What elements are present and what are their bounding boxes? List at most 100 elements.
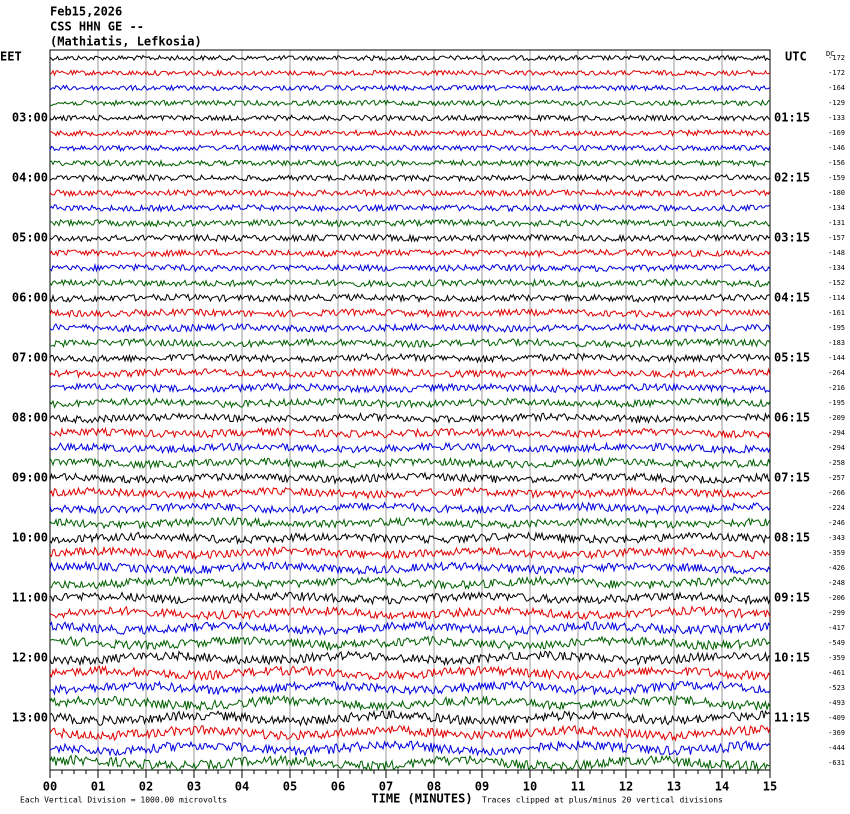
trace	[49, 173, 771, 183]
scale-note: Each Vertical Division = 1000.00 microvo…	[20, 796, 227, 805]
x-tick-label: 06	[331, 780, 345, 794]
dc-value: -258	[828, 459, 845, 467]
dc-value: -161	[828, 309, 845, 317]
dc-value: -134	[828, 264, 845, 272]
dc-value: -133	[828, 114, 845, 122]
title-line: (Mathiatis, Lefkosia)	[50, 35, 202, 49]
trace	[49, 382, 771, 395]
dc-value: -144	[828, 354, 845, 362]
trace	[49, 694, 771, 712]
right-time-label: 01:15	[774, 111, 810, 125]
trace	[49, 54, 771, 62]
right-time-label: 05:15	[774, 351, 810, 365]
x-tick-label: 04	[235, 780, 249, 794]
trace	[49, 441, 771, 455]
dc-value: -523	[828, 684, 845, 692]
dc-value: -359	[828, 549, 845, 557]
clip-note: Traces clipped at plus/minus 20 vertical…	[482, 796, 723, 805]
trace	[49, 262, 771, 273]
dc-value: -409	[828, 714, 845, 722]
right-time-label: 02:15	[774, 171, 810, 185]
left-time-label: 10:00	[12, 531, 48, 545]
dc-value: -183	[828, 339, 845, 347]
trace	[49, 486, 771, 500]
trace	[49, 456, 771, 470]
trace	[49, 724, 771, 742]
left-time-label: 11:00	[12, 591, 48, 605]
x-tick-label: 03	[187, 780, 201, 794]
trace	[49, 69, 771, 77]
trace	[49, 754, 771, 772]
trace	[49, 143, 771, 153]
dc-value: -359	[828, 654, 845, 662]
dc-value: -294	[828, 444, 845, 452]
x-tick-label: 08	[427, 780, 441, 794]
trace	[49, 322, 771, 334]
trace	[49, 277, 771, 288]
trace	[49, 680, 771, 696]
trace	[49, 203, 771, 213]
x-axis-label: TIME (MINUTES)	[371, 792, 472, 806]
trace	[49, 84, 771, 92]
trace	[49, 158, 771, 168]
dc-value: -156	[828, 159, 845, 167]
x-tick-label: 14	[715, 780, 729, 794]
dc-value: -369	[828, 729, 845, 737]
left-time-label: 09:00	[12, 471, 48, 485]
trace	[49, 664, 771, 682]
dc-value: -195	[828, 399, 845, 407]
left-time-label: 06:00	[12, 291, 48, 305]
dc-value: -195	[828, 324, 845, 332]
dc-value: -129	[828, 99, 845, 107]
left-zone: EET	[0, 50, 22, 64]
dc-value: -264	[828, 369, 845, 377]
trace	[49, 620, 771, 637]
dc-value: -134	[828, 204, 845, 212]
trace	[49, 397, 771, 409]
trace	[49, 426, 771, 440]
dc-value: -299	[828, 609, 845, 617]
dc-value: -224	[828, 504, 845, 512]
right-time-label: 03:15	[774, 231, 810, 245]
right-time-label: 08:15	[774, 531, 810, 545]
trace	[49, 128, 771, 138]
trace	[49, 366, 771, 379]
right-zone: UTC	[785, 50, 807, 64]
dc-value: -444	[828, 744, 845, 752]
x-tick-label: 05	[283, 780, 297, 794]
dc-value: -169	[828, 129, 845, 137]
right-time-label: 04:15	[774, 291, 810, 305]
x-tick-label: 12	[619, 780, 633, 794]
dc-value: -493	[828, 699, 845, 707]
trace	[49, 98, 771, 107]
dc-value: -246	[828, 519, 845, 527]
dc-value: -426	[828, 564, 845, 572]
dc-value: -417	[828, 624, 845, 632]
trace	[49, 188, 771, 198]
trace	[49, 575, 771, 591]
right-time-label: 09:15	[774, 591, 810, 605]
dc-value: -152	[828, 279, 845, 287]
dc-value: -248	[828, 579, 845, 587]
title-line: CSS HHN GE --	[50, 20, 144, 34]
dc-value: -216	[828, 384, 845, 392]
trace	[49, 352, 771, 364]
left-time-label: 08:00	[12, 411, 48, 425]
dc-value: -157	[828, 234, 845, 242]
left-time-label: 13:00	[12, 711, 48, 725]
trace	[49, 590, 771, 606]
dc-value: -549	[828, 639, 845, 647]
trace	[49, 411, 771, 425]
right-time-label: 10:15	[774, 651, 810, 665]
right-time-label: 07:15	[774, 471, 810, 485]
x-tick-label: 11	[571, 780, 585, 794]
trace	[49, 605, 771, 621]
left-time-label: 07:00	[12, 351, 48, 365]
trace	[49, 709, 771, 727]
x-tick-label: 01	[91, 780, 105, 794]
trace	[49, 740, 771, 757]
trace	[49, 471, 771, 485]
trace	[49, 531, 771, 545]
